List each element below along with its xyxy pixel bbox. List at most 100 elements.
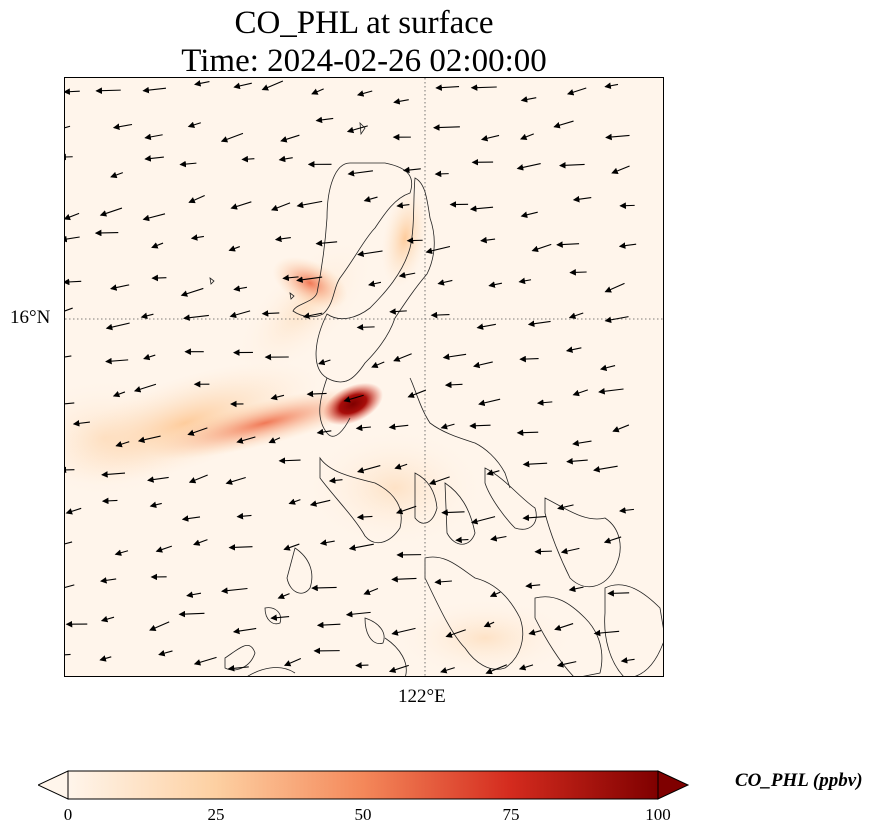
wind-arrow xyxy=(522,460,548,468)
wind-arrow xyxy=(525,582,541,589)
wind-arrow xyxy=(343,394,364,403)
wind-arrow xyxy=(394,463,408,470)
wind-arrow xyxy=(233,82,252,90)
wind-arrow xyxy=(534,548,552,555)
wind-arrow xyxy=(188,474,208,484)
wind-arrow xyxy=(105,357,129,365)
wind-arrow xyxy=(430,311,450,319)
wind-arrow xyxy=(565,346,582,353)
wind-arrow xyxy=(311,88,324,95)
wind-arrow xyxy=(99,207,123,217)
colorbar-tick-75: 75 xyxy=(502,805,520,824)
wind-arrow xyxy=(604,282,625,293)
wind-arrow xyxy=(110,171,124,179)
wind-arrow xyxy=(315,239,338,247)
wind-arrow xyxy=(318,358,331,366)
wind-arrow xyxy=(536,399,553,406)
wind-arrow xyxy=(101,497,118,505)
wind-arrow xyxy=(270,202,291,211)
wind-arrow xyxy=(455,536,469,544)
wind-arrow xyxy=(368,280,382,287)
colorbar-high-extension xyxy=(657,770,690,800)
colorbar-gradient xyxy=(67,770,659,800)
wind-arrow xyxy=(302,312,323,319)
wind-arrow xyxy=(569,269,587,276)
colorbar-tick-25: 25 xyxy=(207,805,225,824)
wind-arrow xyxy=(65,355,72,358)
wind-arrow xyxy=(516,429,539,436)
wind-arrow xyxy=(232,627,257,635)
wind-arrow xyxy=(115,441,130,448)
wind-arrow xyxy=(315,116,334,124)
wind-arrow xyxy=(356,513,373,521)
wind-arrow xyxy=(187,427,208,436)
wind-arrow xyxy=(296,276,323,283)
wind-arrow xyxy=(65,278,82,286)
wind-arrow xyxy=(288,498,301,505)
wind-arrow xyxy=(151,242,164,249)
wind-arrow xyxy=(233,285,247,292)
wind-arrow xyxy=(568,312,584,319)
wind-arrow xyxy=(278,155,293,163)
wind-arrow xyxy=(241,155,255,163)
wind-arrow xyxy=(603,536,622,544)
latitude-label: 16°N xyxy=(10,307,51,328)
wind-arrow xyxy=(396,202,410,209)
wind-arrow xyxy=(158,649,173,657)
wind-arrow xyxy=(518,277,532,285)
wind-arrow xyxy=(490,535,507,542)
wind-arrow xyxy=(607,590,630,597)
wind-arrow xyxy=(140,312,154,320)
wind-arrow xyxy=(605,133,630,141)
wind-arrow xyxy=(72,420,90,427)
wind-arrow xyxy=(395,505,417,515)
wind-arrow xyxy=(620,657,635,664)
wind-arrow xyxy=(183,314,209,321)
wind-arrow xyxy=(568,585,584,593)
longitude-label: 122°E xyxy=(398,686,446,707)
wind-arrow xyxy=(593,465,618,473)
wind-arrow xyxy=(65,507,82,515)
map-time: Time: 2024-02-26 02:00:00 xyxy=(181,43,547,79)
wind-arrow xyxy=(228,245,240,252)
wind-arrow xyxy=(393,98,409,105)
wind-arrow xyxy=(270,614,290,621)
wind-arrow xyxy=(470,516,496,525)
wind-arrow xyxy=(363,587,379,595)
wind-arrow xyxy=(473,361,493,369)
wind-arrow xyxy=(553,120,574,129)
wind-arrow xyxy=(593,629,620,637)
wind-arrow xyxy=(278,457,301,464)
wind-arrow xyxy=(236,512,252,520)
wind-arrow xyxy=(531,243,552,253)
wind-arrow xyxy=(149,621,170,631)
wind-arrow xyxy=(480,134,500,142)
wind-arrow xyxy=(155,545,173,553)
wind-arrow xyxy=(181,515,201,522)
wind-arrow xyxy=(425,245,451,255)
wind-arrow xyxy=(283,658,302,667)
wind-arrow xyxy=(225,476,246,485)
wind-arrow xyxy=(228,544,253,551)
wind-arrow xyxy=(445,629,466,638)
wind-arrow xyxy=(180,287,204,297)
colorbar-graphic xyxy=(36,770,690,800)
wind-arrow xyxy=(470,84,497,91)
wind-arrow xyxy=(143,353,156,361)
gridlines xyxy=(65,78,663,676)
wind-arrow xyxy=(434,578,452,586)
wind-arrow xyxy=(133,383,157,393)
wind-arrow xyxy=(522,514,546,522)
wind-arrow xyxy=(486,469,500,476)
wind-arrow xyxy=(65,235,80,243)
wind-arrow xyxy=(112,390,126,398)
wind-arrow xyxy=(355,424,371,432)
wind-arrow xyxy=(220,132,244,143)
wind-arrow xyxy=(556,241,580,248)
map-canvas xyxy=(65,78,663,676)
wind-arrow xyxy=(393,353,412,362)
wind-arrow xyxy=(566,87,587,96)
wind-arrow xyxy=(100,577,117,584)
wind-arrow xyxy=(193,539,208,546)
wind-arrow xyxy=(147,476,169,483)
